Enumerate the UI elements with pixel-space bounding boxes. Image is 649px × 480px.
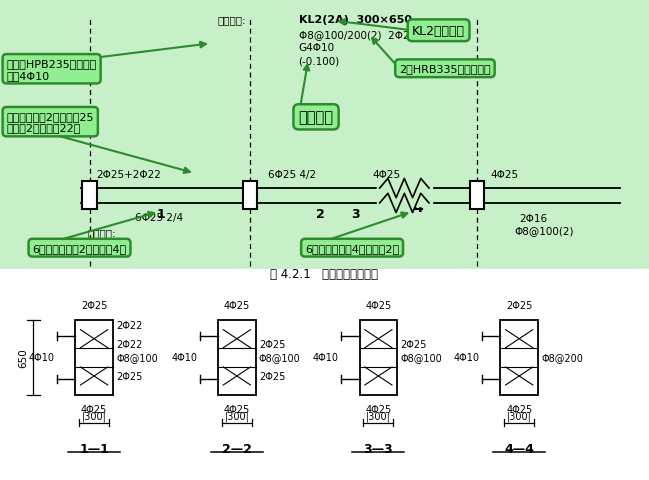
FancyBboxPatch shape: [500, 321, 538, 395]
Text: 支座上部纵筋2根直径是25
的加上2根直径是22的: 支座上部纵筋2根直径是25 的加上2根直径是22的: [6, 112, 94, 133]
Text: 原位标注:: 原位标注:: [88, 228, 116, 238]
Text: |300|: |300|: [225, 411, 249, 421]
Text: 3—3: 3—3: [363, 442, 393, 455]
FancyBboxPatch shape: [82, 182, 97, 210]
Text: 3: 3: [351, 207, 360, 221]
Text: 2Φ25: 2Φ25: [116, 371, 143, 381]
Text: 2—2: 2—2: [222, 442, 252, 455]
Text: 4Φ10: 4Φ10: [171, 353, 197, 362]
FancyBboxPatch shape: [360, 321, 397, 395]
Text: KL2(2A)  300×650: KL2(2A) 300×650: [299, 15, 411, 25]
Text: 2Φ25+2Φ22: 2Φ25+2Φ22: [96, 170, 161, 180]
Text: 集中标注:: 集中标注:: [217, 15, 246, 25]
Text: 4Φ25: 4Φ25: [224, 404, 250, 414]
Text: 图 4.2.1   平面注写方式示例: 图 4.2.1 平面注写方式示例: [271, 267, 378, 280]
Text: G4Φ10: G4Φ10: [299, 43, 335, 53]
Text: 1—1: 1—1: [79, 442, 109, 455]
Text: 2Φ25: 2Φ25: [259, 339, 286, 349]
Text: 梁顶标高: 梁顶标高: [299, 110, 334, 125]
Text: |300|: |300|: [366, 411, 391, 421]
Text: Φ8@100: Φ8@100: [116, 353, 158, 362]
Text: 4Φ10: 4Φ10: [29, 353, 55, 362]
FancyBboxPatch shape: [470, 182, 484, 210]
Text: 6Φ25 2/4: 6Φ25 2/4: [135, 212, 183, 222]
Text: 箍筋是HPB235钓，直径
陡筋4Φ10: 箍筋是HPB235钓，直径 陡筋4Φ10: [6, 59, 97, 80]
Text: 2Φ25: 2Φ25: [81, 301, 107, 311]
Text: 1: 1: [156, 207, 165, 221]
Text: 2Φ25: 2Φ25: [400, 339, 427, 349]
Text: 650: 650: [18, 348, 29, 368]
Text: Φ8@200: Φ8@200: [541, 353, 583, 362]
Text: 4Φ25: 4Φ25: [365, 301, 391, 311]
Text: Φ8@100/200(2)  2Φ25: Φ8@100/200(2) 2Φ25: [299, 30, 416, 40]
Text: (-0.100): (-0.100): [299, 56, 340, 66]
Text: 4Φ25: 4Φ25: [365, 404, 391, 414]
FancyBboxPatch shape: [75, 321, 113, 395]
Text: 2Φ25: 2Φ25: [506, 301, 532, 311]
Text: KL2为梁名称: KL2为梁名称: [412, 24, 465, 38]
Text: 6Φ25 4/2: 6Φ25 4/2: [268, 170, 316, 180]
Text: 2根HRB335钓筋、直径: 2根HRB335钓筋、直径: [399, 64, 491, 74]
Text: 4: 4: [413, 200, 424, 215]
Text: 4—4: 4—4: [504, 442, 534, 455]
Text: 2Φ22: 2Φ22: [116, 339, 143, 349]
FancyBboxPatch shape: [218, 321, 256, 395]
Text: 6根钓筋上排有2根下排有4根: 6根钓筋上排有2根下排有4根: [32, 243, 127, 253]
Text: 4Φ25: 4Φ25: [491, 170, 519, 180]
Text: 4Φ25: 4Φ25: [506, 404, 532, 414]
Text: Φ8@100: Φ8@100: [400, 353, 442, 362]
Text: 2Φ22: 2Φ22: [116, 320, 143, 330]
Text: Φ8@100: Φ8@100: [259, 353, 300, 362]
Text: 4Φ10: 4Φ10: [454, 353, 480, 362]
Text: 4Φ10: 4Φ10: [313, 353, 339, 362]
Text: Φ8@100(2): Φ8@100(2): [515, 226, 574, 236]
Text: |300|: |300|: [507, 411, 532, 421]
Text: 4Φ25: 4Φ25: [373, 170, 400, 180]
FancyBboxPatch shape: [0, 270, 649, 480]
Text: 4Φ25: 4Φ25: [224, 301, 250, 311]
Text: 2: 2: [316, 207, 325, 221]
Text: 2Φ25: 2Φ25: [259, 371, 286, 381]
Text: 6根钓筋上排有4根下排有2根: 6根钓筋上排有4根下排有2根: [305, 243, 399, 253]
Text: 2Φ16: 2Φ16: [519, 213, 547, 223]
FancyBboxPatch shape: [243, 182, 257, 210]
Text: 4Φ25: 4Φ25: [81, 404, 107, 414]
Text: |300|: |300|: [82, 411, 106, 421]
FancyBboxPatch shape: [0, 0, 649, 270]
